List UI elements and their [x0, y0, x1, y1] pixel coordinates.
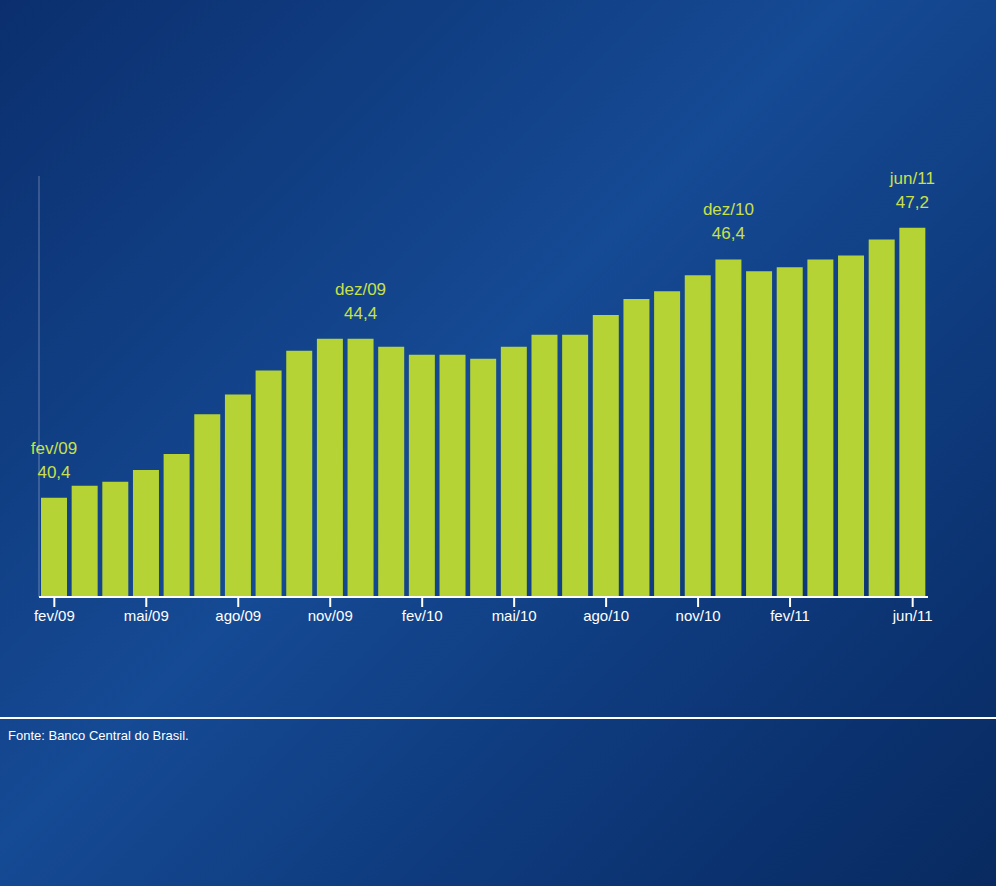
svg-text:44,4: 44,4: [344, 304, 377, 323]
svg-text:mai/10: mai/10: [492, 607, 537, 624]
svg-text:dez/09: dez/09: [335, 280, 386, 299]
svg-text:fev/10: fev/10: [402, 607, 443, 624]
svg-text:fev/09: fev/09: [34, 607, 75, 624]
svg-text:40,4: 40,4: [37, 463, 70, 482]
svg-text:dez/10: dez/10: [703, 200, 754, 219]
svg-text:jun/11: jun/11: [889, 169, 935, 188]
svg-text:47,2: 47,2: [896, 193, 929, 212]
svg-text:jun/11: jun/11: [892, 607, 933, 624]
svg-text:ago/09: ago/09: [215, 607, 261, 624]
svg-text:mai/09: mai/09: [124, 607, 169, 624]
svg-text:nov/09: nov/09: [308, 607, 353, 624]
svg-text:nov/10: nov/10: [676, 607, 721, 624]
svg-text:fev/11: fev/11: [770, 607, 810, 624]
svg-text:46,4: 46,4: [712, 224, 745, 243]
svg-text:fev/09: fev/09: [31, 439, 77, 458]
html-text:Fonte: Banco Central do Brasil: Fonte: Banco Central do Brasil.: [8, 728, 189, 743]
svg-text:ago/10: ago/10: [583, 607, 629, 624]
